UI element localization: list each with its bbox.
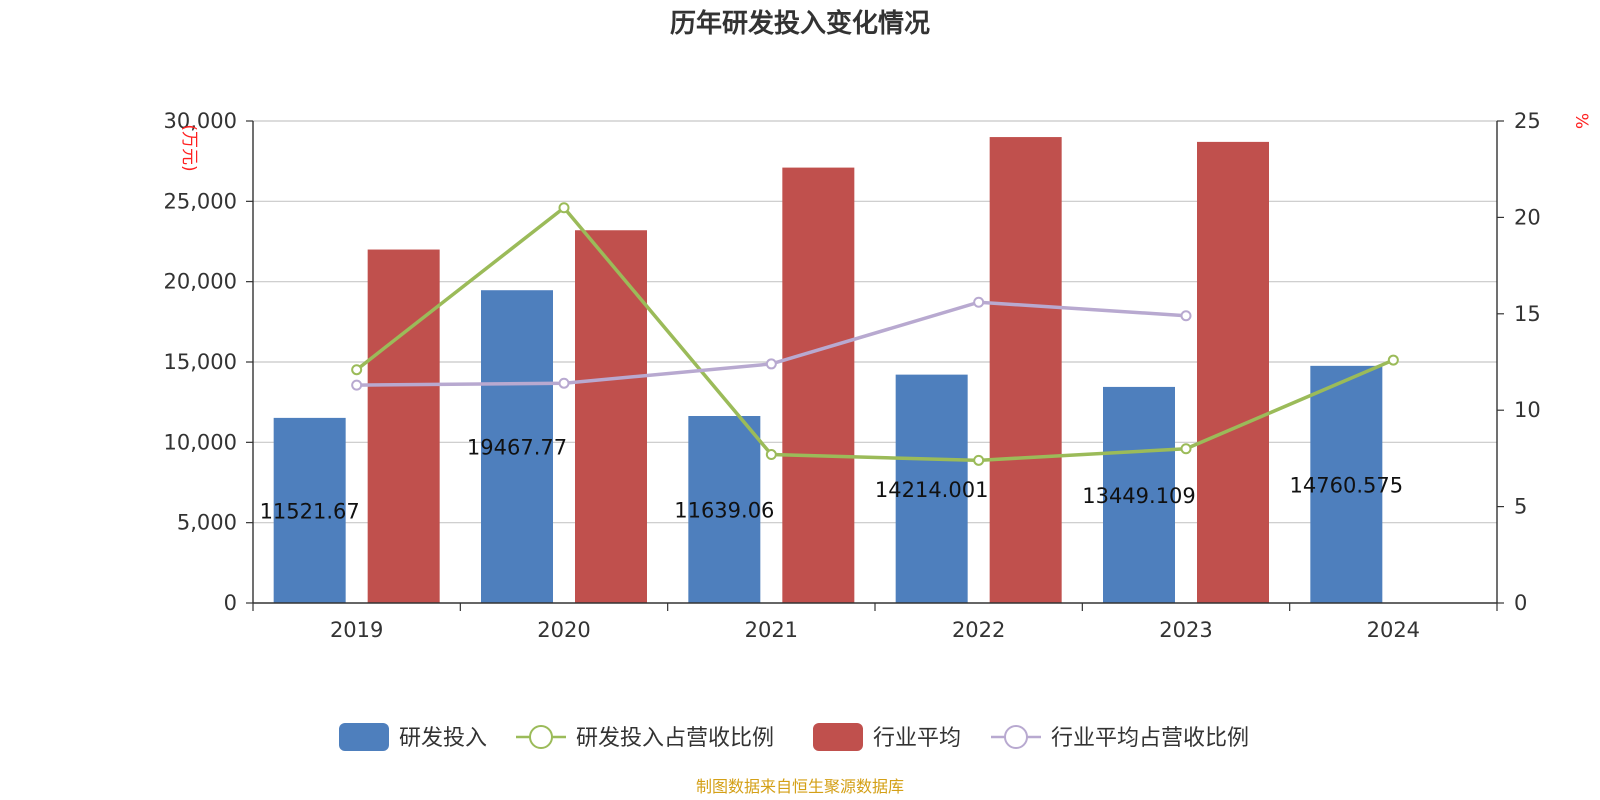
bar-0-2022 xyxy=(895,374,968,603)
legend-label-3: 行业平均占营收比例 xyxy=(1051,726,1249,751)
data-labels: 11521.67 19467.77 11639.06 14214.001 13449.1… xyxy=(260,436,1404,524)
gridlines xyxy=(253,120,1497,524)
line-1-point xyxy=(973,454,985,466)
source-note: 制图数据来自恒生聚源数据库 xyxy=(696,777,904,796)
line-series xyxy=(351,202,1399,466)
bar-2-2021 xyxy=(782,167,855,604)
bar-0-2019 xyxy=(273,417,346,603)
legend-label-2: 行业平均 xyxy=(873,726,961,751)
x-tick-label: 2021 xyxy=(745,618,798,642)
line-3-point xyxy=(765,358,777,370)
bar-0-2021 xyxy=(688,415,761,603)
bar-data-label: 13449.109 xyxy=(1082,484,1196,508)
x-tick-label: 2022 xyxy=(952,618,1005,642)
y-right-tick-label: 5 xyxy=(1514,495,1527,519)
legend-swatch-marker-1 xyxy=(529,725,553,749)
bar-data-label: 19467.77 xyxy=(467,436,567,460)
line-1-point xyxy=(351,364,363,376)
line-1 xyxy=(355,205,1395,463)
line-1-point xyxy=(1387,354,1399,366)
bar-data-label: 14760.575 xyxy=(1290,473,1404,497)
y-right-tick-label: 25 xyxy=(1514,109,1541,133)
line-3-point xyxy=(558,377,570,389)
x-tick-label: 2024 xyxy=(1367,618,1420,642)
y-right-tick-label: 15 xyxy=(1514,302,1541,326)
bar-2-2020 xyxy=(575,230,647,603)
x-tick-label: 2020 xyxy=(537,618,590,642)
legend-label-0: 研发投入 xyxy=(399,726,487,751)
bar-data-label: 11639.06 xyxy=(674,498,774,522)
axes: 0 5,000 10,000 15,000 20,000 25,000 30,000 0 5 10… xyxy=(164,109,1541,642)
y-left-tick-label: 20,000 xyxy=(164,270,237,294)
bar-2-2023 xyxy=(1197,141,1269,604)
y-right-tick-label: 20 xyxy=(1514,205,1541,229)
line-3-point xyxy=(351,379,363,391)
y-left-tick-label: 30,000 xyxy=(164,109,237,133)
line-1-point xyxy=(765,449,777,461)
bar-series xyxy=(273,137,1383,604)
legend: 研发投入 研发投入占营收比例 行业平均 行业平均占营收比例 xyxy=(339,723,1249,751)
y-left-tick-label: 25,000 xyxy=(164,189,237,213)
y-right-tick-label: 0 xyxy=(1514,591,1527,615)
x-tick-label: 2019 xyxy=(330,618,383,642)
chart-title: 历年研发投入变化情况 xyxy=(670,8,930,39)
legend-label-1: 研发投入占营收比例 xyxy=(576,726,774,751)
y-left-tick-label: 10,000 xyxy=(164,430,237,454)
y-right-unit: % xyxy=(1571,113,1591,129)
x-tick-label: 2023 xyxy=(1159,618,1212,642)
y-left-tick-label: 0 xyxy=(224,591,237,615)
bar-data-label: 14214.001 xyxy=(875,478,989,502)
legend-swatch-marker-3 xyxy=(1004,725,1028,749)
line-3-point xyxy=(1180,310,1192,322)
bar-0-2020 xyxy=(481,290,553,603)
y-right-tick-label: 10 xyxy=(1514,398,1541,422)
line-3-point xyxy=(973,296,985,308)
bar-data-label: 11521.67 xyxy=(260,499,360,523)
bar-2-2022 xyxy=(989,137,1062,604)
line-1-point xyxy=(1180,443,1192,455)
legend-swatch-2 xyxy=(813,723,863,751)
bar-2-2019 xyxy=(367,249,440,604)
y-left-unit: (万元) xyxy=(179,124,199,171)
line-1-point xyxy=(558,202,570,214)
bar-0-2023 xyxy=(1103,386,1175,603)
legend-swatch-0 xyxy=(339,723,389,751)
bar-0-2024 xyxy=(1310,365,1383,603)
y-left-tick-label: 5,000 xyxy=(177,511,237,535)
y-left-tick-label: 15,000 xyxy=(164,350,237,374)
